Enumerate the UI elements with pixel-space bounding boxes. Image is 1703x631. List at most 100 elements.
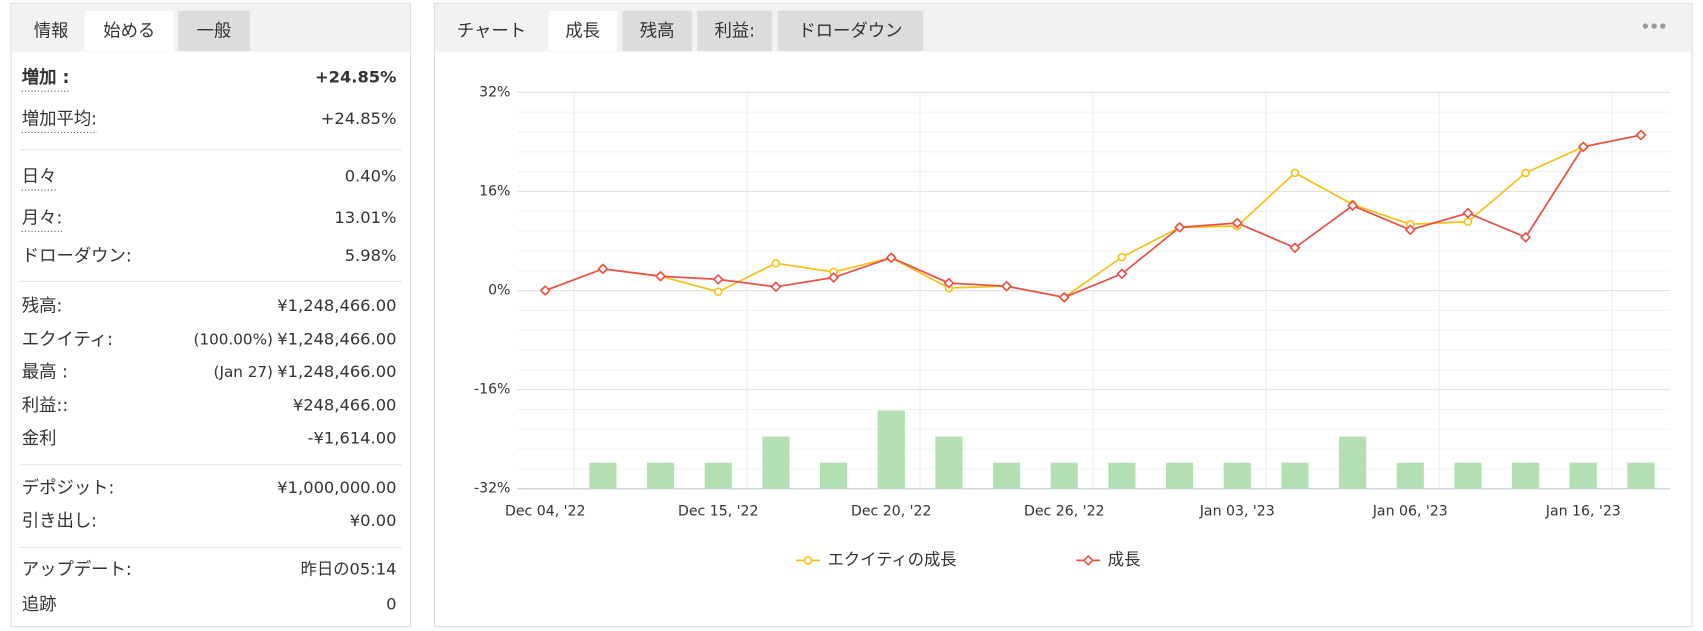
stat-label: 引き出し:	[22, 511, 97, 531]
bar	[762, 436, 790, 489]
bar	[1166, 462, 1194, 489]
tab[interactable]	[439, 10, 544, 52]
bar	[1569, 462, 1597, 489]
marker	[1001, 280, 1013, 292]
marker	[1635, 129, 1647, 141]
tab-label[interactable]: 利益:	[714, 21, 755, 41]
bar	[1281, 462, 1309, 489]
marker	[1347, 200, 1359, 212]
bar	[1627, 462, 1655, 489]
legend-label[interactable]: 成長	[1108, 550, 1141, 569]
marker	[1289, 242, 1301, 254]
menu-dot	[1651, 23, 1657, 29]
tab[interactable]	[17, 10, 85, 52]
stat-note: (Jan 27)	[214, 363, 273, 381]
stat-value: +24.85%	[315, 68, 396, 87]
stats-panel	[10, 2, 412, 628]
bar	[589, 462, 617, 489]
marker	[1404, 224, 1416, 236]
bar	[1339, 436, 1367, 489]
x-tick-label: Jan 03, '23	[1199, 504, 1275, 520]
stat-label: 増加 :	[22, 67, 70, 88]
chart-panel	[433, 2, 1693, 628]
stat-value: +24.85%	[321, 109, 397, 128]
bar	[1223, 462, 1251, 489]
marker	[1117, 252, 1127, 262]
stat-value: ¥248,466.00	[293, 396, 397, 415]
stat-value: ¥1,248,466.00	[277, 329, 396, 348]
stat-label: 利益::	[22, 396, 68, 416]
stat-label: 残高:	[22, 296, 63, 316]
stat-label: 最高 :	[22, 363, 68, 383]
stat-label: デポジット:	[22, 478, 115, 499]
x-tick-label: Jan 16, '23	[1545, 504, 1621, 520]
y-tick-label: -16%	[474, 382, 510, 398]
bar	[993, 462, 1021, 489]
marker	[1082, 554, 1094, 566]
marker	[1462, 207, 1474, 219]
tab[interactable]	[84, 10, 174, 52]
x-tick-label: Jan 06, '23	[1372, 504, 1448, 520]
y-tick-label: 16%	[479, 183, 510, 199]
stat-label: 日々	[22, 167, 57, 187]
stat-label: 金利	[22, 429, 57, 449]
stat-value: ¥1,248,466.00	[277, 362, 396, 381]
tab[interactable]	[178, 10, 250, 52]
stat-label: ドローダウン:	[22, 246, 132, 266]
series-line	[544, 134, 1642, 299]
stat-value: 5.98%	[345, 246, 397, 265]
marker	[828, 272, 840, 284]
series-line	[544, 134, 1642, 299]
marker	[1174, 221, 1186, 233]
marker	[943, 277, 955, 289]
marker	[1116, 268, 1128, 280]
y-tick-label: -32%	[474, 481, 510, 497]
tab[interactable]	[548, 10, 617, 52]
x-tick-label: Dec 26, '22	[1024, 504, 1105, 520]
y-tick-label: 0%	[488, 283, 510, 299]
bar	[1050, 462, 1078, 489]
marker	[539, 285, 551, 297]
tab-label[interactable]: 情報	[34, 21, 69, 41]
marker	[771, 258, 781, 268]
stat-label: 追跡	[22, 595, 57, 615]
tab[interactable]	[777, 10, 924, 52]
marker	[1520, 231, 1532, 243]
tab-label[interactable]: 始める	[103, 21, 155, 41]
stat-note: (100.00%)	[194, 330, 273, 348]
legend-label[interactable]: エクイティの成長	[828, 550, 957, 569]
stat-value: 0	[386, 594, 396, 613]
marker	[655, 270, 667, 282]
bar	[1454, 462, 1482, 489]
marker	[803, 556, 813, 565]
tab[interactable]	[622, 10, 692, 52]
marker	[885, 252, 897, 264]
tab-label[interactable]: 残高	[640, 21, 675, 41]
stat-label: エクイティ:	[22, 330, 113, 350]
marker	[1577, 141, 1589, 153]
marker	[597, 263, 609, 275]
menu-dot	[1642, 23, 1649, 29]
x-tick-label: Dec 20, '22	[851, 504, 932, 520]
marker	[712, 273, 724, 285]
tab-label[interactable]: 成長	[565, 21, 600, 41]
stat-value: ¥1,000,000.00	[277, 478, 396, 497]
bar	[1108, 462, 1136, 489]
y-tick-label: 32%	[479, 84, 510, 100]
stat-value: ¥1,248,466.00	[277, 296, 396, 315]
stat-value: 13.01%	[334, 208, 396, 227]
tab-label[interactable]: ドローダウン	[798, 21, 902, 41]
marker	[1231, 217, 1243, 229]
tab-label[interactable]: 一般	[197, 21, 232, 41]
bar	[820, 462, 848, 489]
bar	[1396, 462, 1424, 489]
stat-value: 昨日の05:14	[301, 560, 397, 579]
marker	[1290, 168, 1300, 178]
bar	[704, 462, 732, 489]
tab-label[interactable]: チャート	[457, 21, 526, 41]
marker	[1463, 217, 1473, 227]
marker	[1521, 168, 1530, 178]
tab[interactable]	[697, 10, 773, 52]
